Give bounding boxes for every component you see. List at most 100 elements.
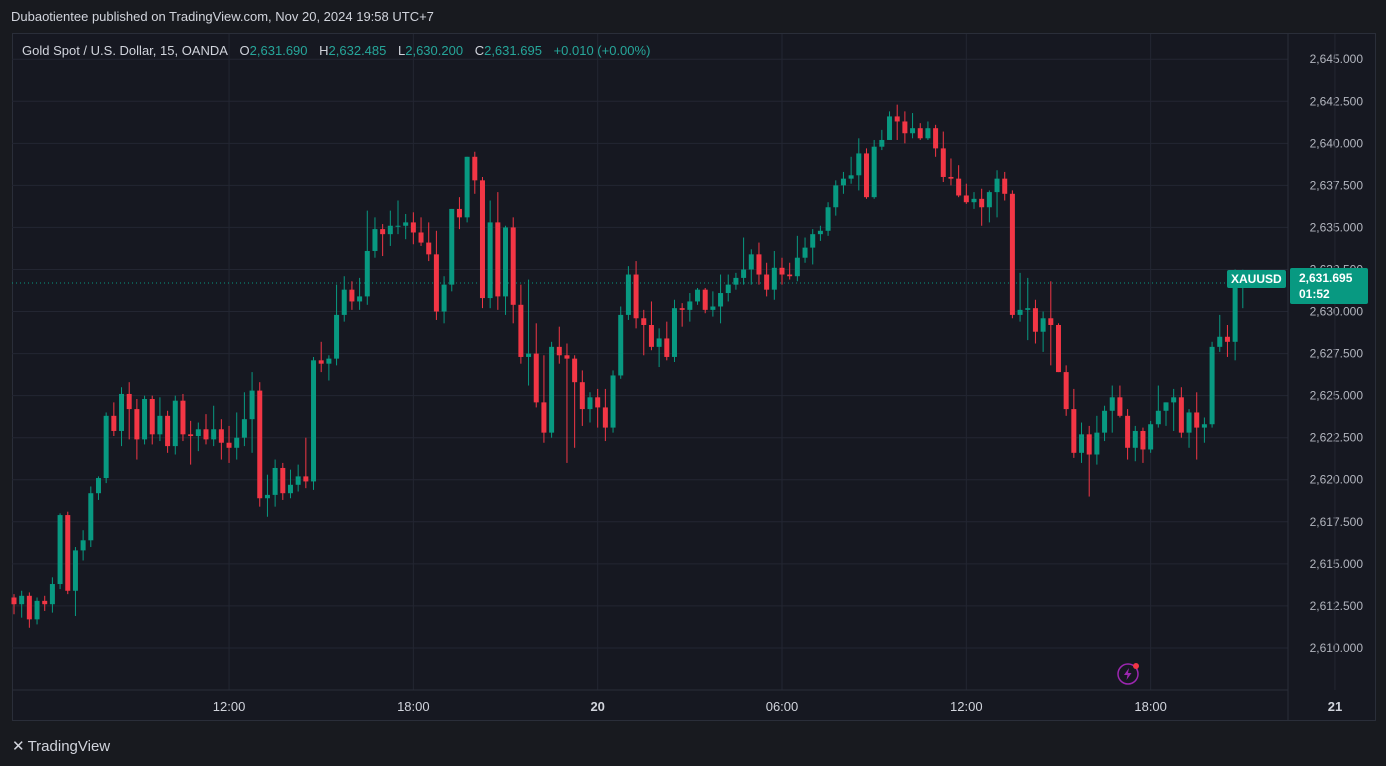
legend-high: 2,632.485: [328, 43, 387, 58]
candle-body: [11, 597, 17, 605]
candle-body: [111, 415, 117, 431]
candle-body: [602, 407, 608, 428]
candle-body: [449, 208, 455, 285]
legend-change: +0.010 (+0.00%): [553, 43, 651, 58]
candle-body: [1224, 336, 1230, 342]
candle-body: [349, 289, 355, 302]
candle-body: [779, 267, 785, 275]
candle-body: [595, 397, 601, 408]
candle-body: [1201, 424, 1207, 428]
candle-body: [1132, 430, 1138, 448]
candle-body: [249, 390, 255, 420]
candle-body: [103, 415, 109, 479]
candle-body: [257, 390, 263, 499]
legend-low-label: L: [398, 43, 406, 58]
legend-open-label: O: [239, 43, 250, 58]
candle-body: [994, 178, 1000, 193]
candle-body: [917, 128, 923, 139]
candle-body: [464, 156, 470, 218]
x-tick-label: 18:00: [1134, 699, 1167, 714]
candle-body: [495, 222, 501, 297]
y-tick-label: 2,615.000: [1310, 557, 1364, 571]
candle-body: [203, 429, 209, 440]
legend-close: 2,631.695: [484, 43, 542, 58]
candle-body: [311, 360, 317, 482]
candle-body: [956, 178, 962, 196]
candle-body: [894, 116, 900, 122]
y-tick-label: 2,617.500: [1310, 515, 1364, 529]
candle-body: [979, 198, 985, 208]
candle-body: [380, 229, 386, 235]
candle-body: [410, 222, 416, 233]
candle-body: [234, 437, 240, 448]
candle-body: [134, 409, 140, 440]
candle-body: [940, 148, 946, 177]
candle-body: [95, 478, 101, 494]
candle-body: [810, 234, 816, 248]
x-tick-label: 20: [590, 699, 604, 714]
candle-body: [364, 250, 370, 297]
candle-body: [518, 304, 524, 357]
candle-body: [1140, 430, 1146, 450]
last-price: 2,631.695: [1299, 271, 1353, 285]
candle-body: [679, 308, 685, 310]
candle-body: [1148, 424, 1154, 450]
tradingview-footer[interactable]: ✕ TradingView: [12, 736, 110, 756]
candle-body: [825, 207, 831, 231]
candle-body: [871, 146, 877, 198]
candle-body: [1009, 193, 1015, 315]
candle-body: [26, 595, 32, 620]
legend-close-label: C: [474, 43, 485, 58]
candle-body: [172, 400, 178, 447]
candle-body: [526, 353, 532, 357]
candle-body: [848, 175, 854, 179]
candle-body: [334, 314, 340, 359]
candle-body: [19, 595, 25, 605]
symbol-tag: XAUUSD: [1227, 270, 1286, 288]
candle-body: [1063, 372, 1069, 410]
y-tick-label: 2,620.000: [1310, 473, 1364, 487]
candle-body: [687, 301, 693, 310]
legend-high-label: H: [319, 43, 329, 58]
candle-body: [533, 353, 539, 403]
tradingview-logo-icon: ✕: [12, 738, 25, 755]
candle-body: [441, 284, 447, 312]
candle-body: [226, 442, 232, 448]
candle-body: [318, 360, 324, 364]
y-tick-label: 2,612.500: [1310, 599, 1364, 613]
candle-body: [218, 429, 224, 443]
candle-body: [387, 225, 393, 235]
candle-body: [42, 600, 48, 605]
candle-body: [725, 284, 731, 294]
candle-body: [503, 227, 509, 297]
candle-body: [372, 229, 378, 251]
candle-body: [817, 230, 823, 235]
candle-body: [556, 346, 562, 356]
candle-body: [971, 198, 977, 203]
candle-body: [741, 269, 747, 278]
candle-body: [80, 540, 86, 551]
y-tick-label: 2,630.000: [1310, 305, 1364, 319]
candle-body: [1048, 318, 1054, 325]
ohlc-legend: Gold Spot / U.S. Dollar, 15, OANDA O2,63…: [22, 43, 650, 58]
candle-body: [1025, 308, 1031, 310]
candle-body: [88, 493, 94, 541]
candle-body: [1055, 324, 1061, 373]
y-tick-label: 2,637.500: [1310, 178, 1364, 192]
candle-body: [1002, 178, 1008, 194]
candle-body: [1186, 412, 1192, 433]
candle-body: [863, 153, 869, 198]
candle-body: [1017, 309, 1023, 315]
lightning-icon[interactable]: [1116, 662, 1140, 686]
candle-body: [188, 434, 194, 437]
candle-body: [1102, 410, 1108, 433]
candle-body: [1232, 282, 1238, 342]
candle-body: [787, 274, 793, 277]
candle-body: [119, 393, 125, 431]
x-tick-label: 21: [1328, 699, 1342, 714]
tradingview-logo-text: TradingView: [27, 737, 111, 755]
x-tick-label: 06:00: [766, 699, 799, 714]
candle-body: [395, 225, 401, 227]
candle-body: [1086, 434, 1092, 455]
